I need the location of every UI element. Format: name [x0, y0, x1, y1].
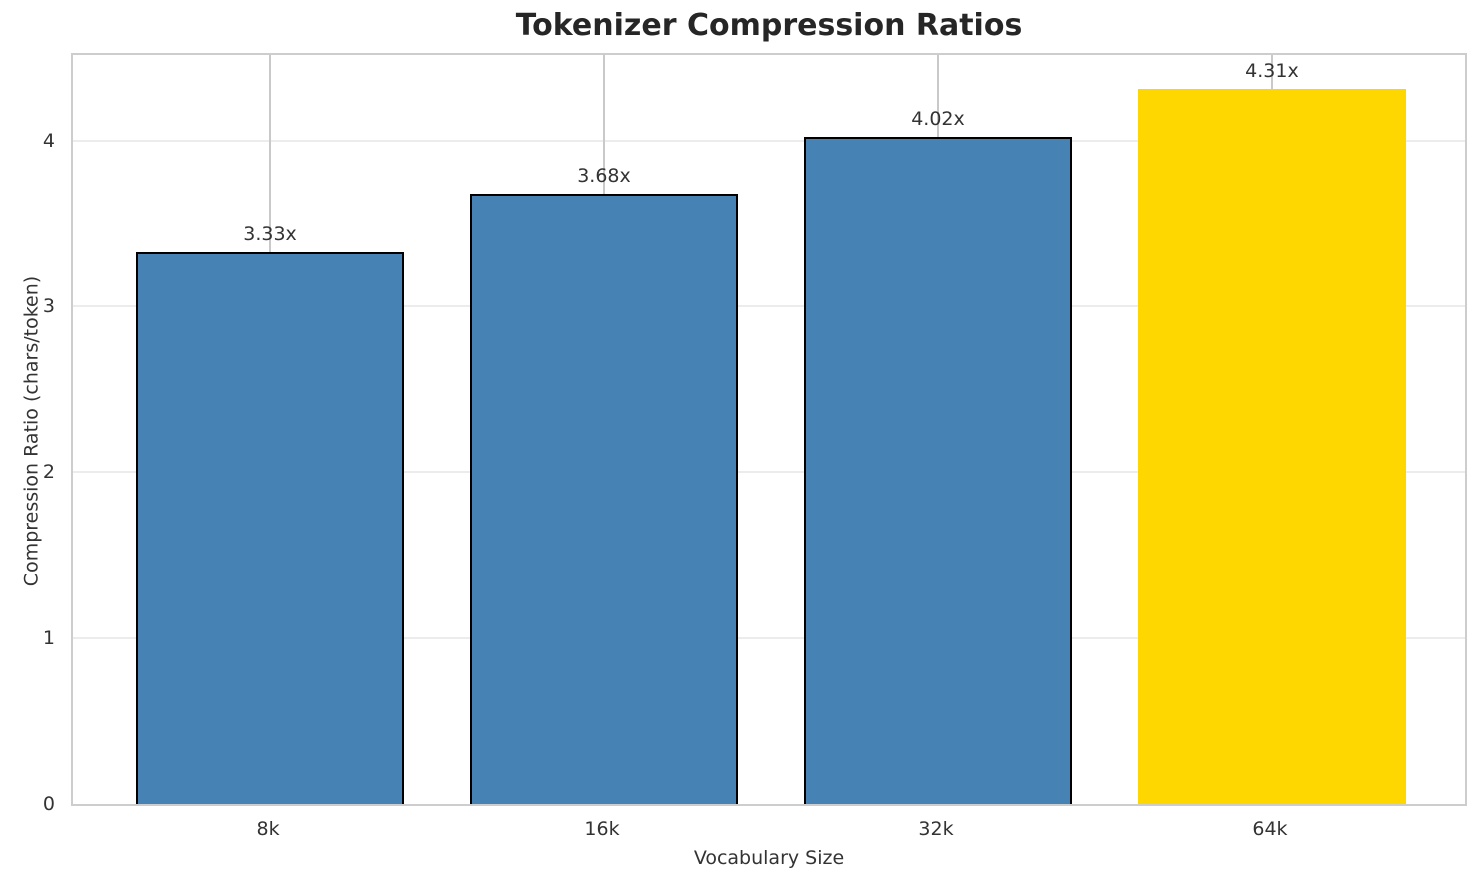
- h-gridline: [73, 139, 1465, 142]
- y-tick-label: 4: [42, 129, 55, 152]
- bar-value-label: 3.33x: [243, 222, 297, 245]
- bar: [470, 193, 738, 804]
- h-gridline: [73, 305, 1465, 308]
- h-gridline: [73, 471, 1465, 474]
- x-tick-label: 16k: [584, 818, 620, 840]
- plot-area: 3.33x 3.68x 4.02x 4.31x: [71, 53, 1467, 806]
- x-axis-label: Vocabulary Size: [693, 847, 845, 869]
- x-tick-label: 64k: [1252, 818, 1288, 840]
- chart-title: Tokenizer Compression Ratios: [515, 8, 1023, 43]
- y-tick-label: 1: [42, 627, 55, 650]
- y-axis-label: Compression Ratio (chars/token): [20, 275, 43, 587]
- bar: [804, 137, 1072, 804]
- bar-value-label: 4.02x: [911, 108, 965, 131]
- y-tick-label: 2: [42, 461, 55, 484]
- x-tick-label: 8k: [256, 818, 280, 840]
- y-tick-label: 3: [42, 295, 55, 318]
- bar-value-label: 4.31x: [1245, 60, 1299, 83]
- bar: [1138, 89, 1406, 804]
- bar-value-label: 3.68x: [577, 164, 631, 187]
- x-tick-label: 32k: [918, 818, 954, 840]
- y-tick-label: 0: [42, 793, 55, 815]
- bar: [136, 251, 404, 804]
- h-gridline: [73, 637, 1465, 640]
